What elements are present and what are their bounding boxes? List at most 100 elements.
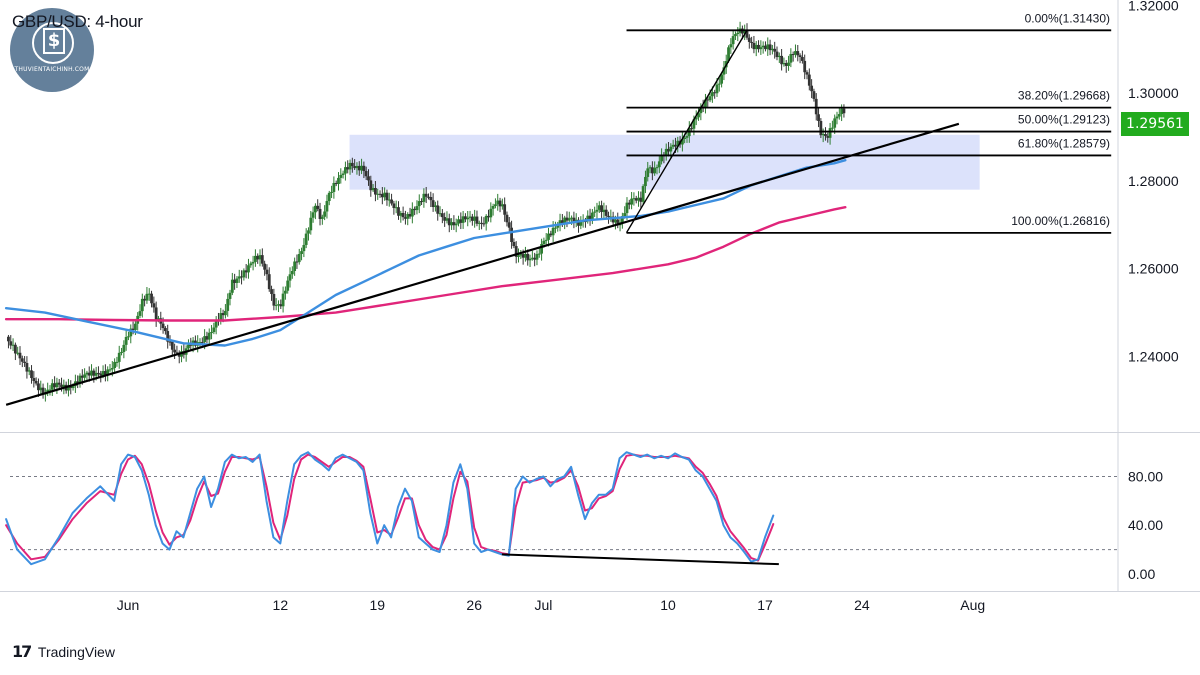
price-tick-label: 1.24000 (1128, 348, 1179, 364)
stoch-k-line (5, 451, 775, 566)
candle-body (549, 233, 553, 236)
candle-body (108, 369, 112, 371)
candle-body (397, 207, 400, 216)
candle-body (632, 198, 636, 200)
candle-body (572, 217, 576, 223)
candle-body (530, 257, 534, 259)
candle-body (775, 51, 779, 58)
candle-body (445, 218, 449, 221)
price-tick-label: 1.32000 (1128, 0, 1179, 13)
candle-body (602, 209, 606, 213)
candle-body (302, 244, 306, 252)
candle-body (620, 216, 624, 223)
candle-body (706, 99, 710, 101)
candle-body (685, 136, 689, 138)
candle-body (784, 63, 788, 66)
candle-body (650, 167, 654, 174)
candle-body (233, 279, 237, 283)
candle-body (607, 215, 610, 217)
candle-body (431, 200, 435, 208)
candle-body (279, 304, 283, 307)
candle-body (71, 386, 75, 389)
candle-body (819, 120, 823, 136)
candle-body (722, 67, 726, 75)
candle-body (364, 171, 368, 177)
candle-body (565, 217, 569, 221)
candle-body (609, 216, 613, 218)
candle-body (318, 208, 322, 219)
candle-body (230, 279, 234, 293)
candle-body (800, 56, 804, 61)
candle-body (210, 332, 213, 334)
candle-body (734, 34, 737, 37)
candle-body (470, 216, 474, 221)
candle-body (325, 201, 329, 212)
candle-body (810, 85, 814, 92)
candle-body (604, 209, 608, 216)
candle-body (542, 240, 546, 245)
candle-body (817, 114, 820, 121)
candle-body (791, 54, 795, 56)
candle-body (570, 217, 573, 219)
candle-body (387, 199, 391, 201)
candle-body (777, 55, 781, 58)
time-tick-label: Jun (117, 597, 140, 613)
candle-body (676, 140, 680, 147)
candle-body (67, 385, 70, 391)
candle-body (55, 382, 59, 388)
candle-body (314, 205, 317, 213)
candle-body (16, 352, 20, 354)
candle-body (307, 230, 310, 234)
candle-body (803, 60, 807, 73)
candle-body (369, 180, 373, 191)
candle-body (175, 352, 179, 354)
candle-body (378, 193, 382, 195)
stoch-tick-label: 40.00 (1128, 517, 1163, 533)
candle-body (764, 45, 767, 50)
brand-footer[interactable]: 17 TradingView (12, 642, 115, 661)
watermark-text: THUVIENTAICHINH.COM (14, 66, 90, 73)
candle-body (526, 253, 530, 261)
candle-body (34, 380, 38, 384)
candle-body (634, 198, 638, 201)
candle-body (563, 217, 567, 224)
candle-body (699, 106, 703, 114)
candle-body (286, 280, 290, 291)
candle-body (133, 323, 137, 330)
candle-body (147, 293, 151, 295)
candle-body (39, 387, 43, 391)
candle-body (150, 293, 153, 304)
candle-body (484, 215, 488, 224)
fib-level-label: 38.20%(1.29668) (1018, 89, 1110, 103)
candle-body (48, 389, 52, 391)
candle-body (284, 290, 287, 294)
candle-body (376, 193, 380, 195)
candle-body (593, 211, 597, 213)
stoch-divergence-line (501, 553, 779, 566)
candle-body (690, 128, 694, 130)
candle-body (489, 208, 493, 218)
candle-body (461, 216, 465, 223)
candle-body (736, 32, 740, 35)
candle-body (323, 211, 327, 217)
candle-body (528, 258, 532, 261)
candle-body (519, 254, 523, 256)
candle-body (595, 209, 599, 212)
candle-body (353, 166, 357, 169)
candle-body (727, 47, 730, 62)
candle-body (258, 255, 262, 260)
candle-body (680, 139, 684, 145)
candle-body (362, 165, 366, 172)
time-tick-label: 17 (757, 597, 773, 613)
candle-body (41, 387, 45, 395)
candle-body (80, 375, 84, 378)
candle-body (212, 327, 216, 333)
candle-body (773, 48, 777, 52)
candle-body (390, 199, 393, 204)
candle-body (355, 165, 359, 169)
candle-body (152, 303, 156, 308)
candle-body (237, 276, 241, 279)
candle-body (828, 128, 832, 138)
candle-body (500, 204, 504, 207)
